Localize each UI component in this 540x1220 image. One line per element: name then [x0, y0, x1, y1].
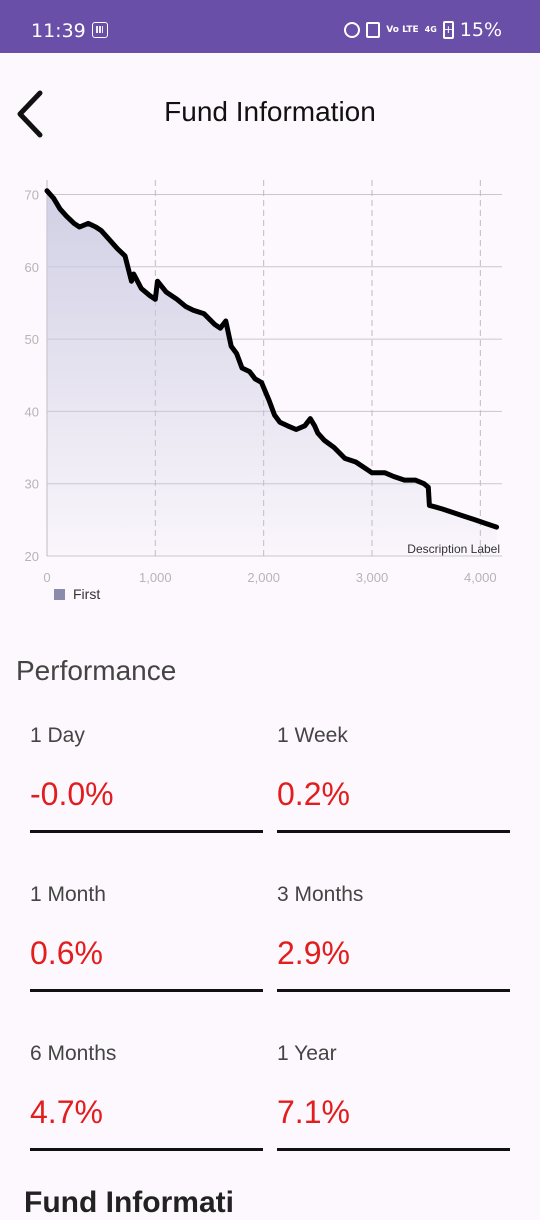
legend-label: First: [73, 586, 100, 602]
perf-label: 3 Months: [277, 883, 363, 907]
perf-value: 7.1%: [277, 1094, 350, 1131]
x-tick-label: 0: [43, 570, 50, 585]
y-tick-label: 50: [25, 332, 39, 347]
volte-icon: Vo LTE: [386, 26, 418, 34]
y-tick-label: 60: [25, 260, 39, 275]
x-tick-label: 3,000: [356, 570, 389, 585]
perf-divider: [277, 989, 510, 992]
perf-divider: [30, 830, 263, 833]
performance-title: Performance: [16, 655, 176, 687]
page-title: Fund Information: [0, 96, 540, 128]
vibrate-icon: [366, 22, 380, 38]
perf-divider: [30, 1148, 263, 1151]
chart-legend: First: [54, 586, 100, 602]
fund-chart[interactable]: 20 30 40 50 60 70 0 1,000 2,000 3,000 4,000 Descrip…: [0, 170, 540, 610]
status-bar: 11:39 Vo LTE 4G 15%: [0, 0, 540, 53]
perf-label: 1 Day: [30, 724, 85, 748]
line-area-chart[interactable]: 20 30 40 50 60 70 0 1,000 2,000 3,000 4,000 Descrip…: [0, 170, 540, 610]
chart-description-label: Description Label: [407, 542, 500, 556]
grid-icon: [92, 22, 108, 38]
perf-label: 1 Year: [277, 1042, 337, 1066]
perf-divider: [277, 1148, 510, 1151]
y-tick-label: 20: [25, 549, 39, 564]
perf-card-6-months: 6 Months 4.7%: [30, 1018, 263, 1151]
perf-card-1-year: 1 Year 7.1%: [277, 1018, 510, 1151]
perf-value: -0.0%: [30, 776, 114, 813]
y-tick-label: 40: [25, 404, 39, 419]
y-tick-label: 70: [25, 187, 39, 202]
x-tick-label: 4,000: [464, 570, 497, 585]
perf-value: 0.2%: [277, 776, 350, 813]
legend-swatch: [54, 589, 65, 600]
alarm-icon: [344, 22, 360, 38]
status-icons: Vo LTE 4G 15%: [344, 19, 502, 41]
perf-card-1-week: 1 Week 0.2%: [277, 700, 510, 833]
battery-percent: 15%: [460, 19, 502, 41]
x-tick-label: 2,000: [247, 570, 280, 585]
perf-card-3-months: 3 Months 2.9%: [277, 859, 510, 992]
signal-4g-icon: 4G: [425, 26, 437, 34]
y-tick-label: 30: [25, 477, 39, 492]
perf-divider: [277, 830, 510, 833]
perf-card-1-month: 1 Month 0.6%: [30, 859, 263, 992]
status-time: 11:39: [31, 20, 86, 42]
perf-value: 4.7%: [30, 1094, 103, 1131]
perf-value: 0.6%: [30, 935, 103, 972]
x-tick-label: 1,000: [139, 570, 172, 585]
fund-information-section-title: Fund Informati: [24, 1186, 234, 1220]
perf-divider: [30, 989, 263, 992]
perf-value: 2.9%: [277, 935, 350, 972]
perf-label: 6 Months: [30, 1042, 116, 1066]
battery-icon: [443, 21, 454, 39]
perf-card-1-day: 1 Day -0.0%: [30, 700, 263, 833]
perf-label: 1 Month: [30, 883, 106, 907]
perf-label: 1 Week: [277, 724, 348, 748]
